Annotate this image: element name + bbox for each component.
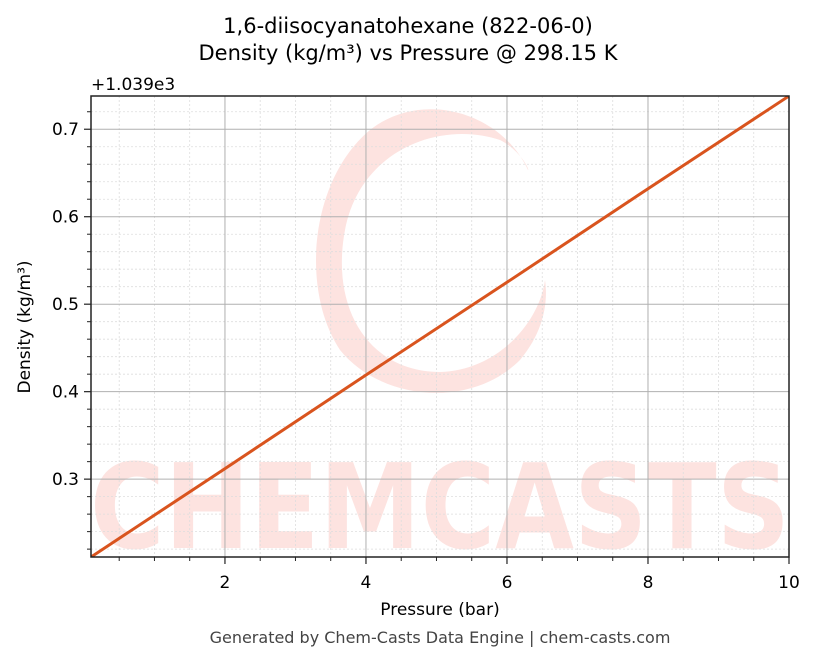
x-tick-label: 2 [220,573,231,593]
chart-title-line2: Density (kg/m³) vs Pressure @ 298.15 K [198,41,618,65]
y-axis-label: Density (kg/m³) [15,260,35,393]
chart-title-line1: 1,6-diisocyanatohexane (822-06-0) [223,14,593,38]
plot-frame [90,95,790,558]
density-line [91,96,789,557]
tick-labels: 2 4 6 8 10 0.3 0.4 0.5 0.6 0.7 [52,120,800,593]
x-axis-label: Pressure (bar) [380,600,499,620]
watermark-swirl-icon [316,109,546,393]
footer-credit: Generated by Chem-Casts Data Engine | ch… [209,628,671,647]
axis-ticks [84,111,790,564]
y-tick-label: 0.4 [52,383,79,403]
y-tick-label: 0.5 [52,295,79,315]
y-tick-label: 0.7 [52,120,79,140]
y-tick-label: 0.3 [52,470,79,490]
x-tick-label: 4 [361,573,372,593]
x-tick-label: 10 [778,573,800,593]
y-offset-label: +1.039e3 [91,75,175,95]
x-tick-label: 8 [643,573,654,593]
y-tick-label: 0.6 [52,208,79,228]
svg-text:CHEMCASTS: CHEMCASTS [90,438,790,576]
minor-grid [91,96,789,557]
watermark: CHEMCASTS [90,109,790,576]
x-tick-label: 6 [502,573,513,593]
